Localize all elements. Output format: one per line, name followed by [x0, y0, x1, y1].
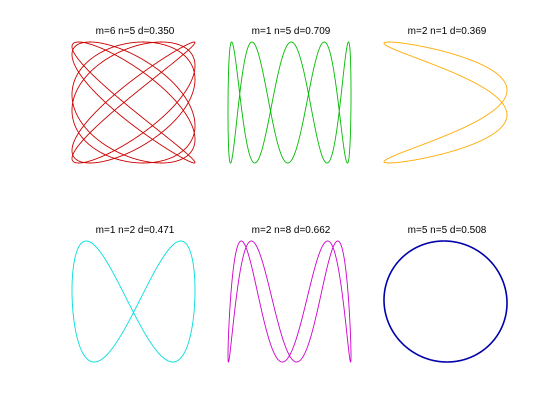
lissajous-curve — [383, 240, 508, 363]
lissajous-panel: m=1 n=5 d=0.709 — [227, 26, 352, 164]
lissajous-panel: m=6 n=5 d=0.350 — [71, 26, 196, 164]
lissajous-curve — [71, 41, 196, 164]
lissajous-curve — [227, 41, 352, 164]
lissajous-panel: m=1 n=2 d=0.471 — [71, 225, 196, 363]
panel-title: m=1 n=5 d=0.709 — [252, 26, 331, 37]
lissajous-panel: m=2 n=1 d=0.369 — [383, 26, 508, 164]
panel-title: m=6 n=5 d=0.350 — [96, 26, 175, 37]
lissajous-curve — [227, 240, 352, 363]
lissajous-panel: m=2 n=8 d=0.662 — [227, 225, 352, 363]
panel-title: m=5 n=5 d=0.508 — [408, 225, 487, 236]
panel-title: m=2 n=1 d=0.369 — [408, 26, 487, 37]
lissajous-curve — [383, 41, 508, 164]
panel-title: m=2 n=8 d=0.662 — [252, 225, 331, 236]
lissajous-panel: m=5 n=5 d=0.508 — [383, 225, 508, 363]
panel-title: m=1 n=2 d=0.471 — [96, 225, 175, 236]
lissajous-curve — [71, 240, 196, 363]
